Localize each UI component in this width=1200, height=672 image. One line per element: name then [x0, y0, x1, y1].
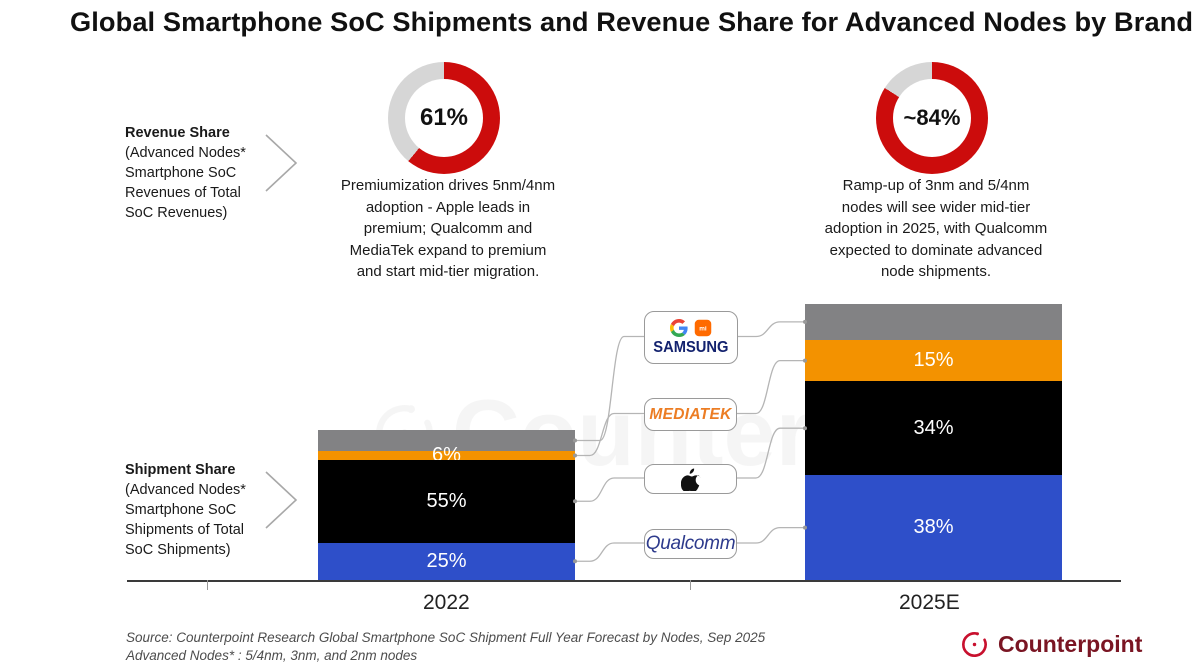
svg-text:mi: mi: [699, 325, 707, 332]
